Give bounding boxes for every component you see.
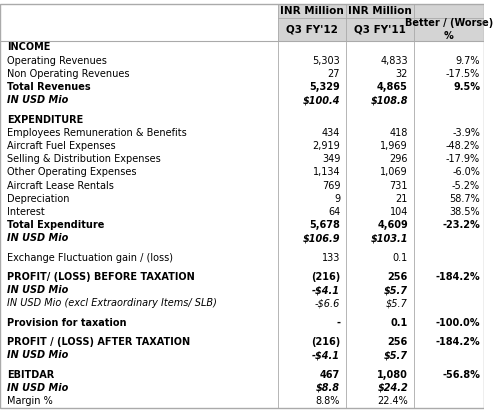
Text: IN USD Mio: IN USD Mio (8, 285, 68, 295)
Text: 4,609: 4,609 (377, 220, 408, 230)
Text: $103.1: $103.1 (370, 233, 408, 243)
Text: Selling & Distribution Expenses: Selling & Distribution Expenses (8, 154, 161, 164)
Text: -: - (336, 318, 340, 328)
Text: 22.4%: 22.4% (377, 396, 408, 406)
Text: Total Expenditure: Total Expenditure (8, 220, 104, 230)
Text: Provision for taxation: Provision for taxation (8, 318, 127, 328)
Text: -56.8%: -56.8% (442, 370, 480, 380)
Text: Depreciation: Depreciation (8, 194, 70, 204)
Text: IN USD Mio (excl Extraordinary Items/ SLB): IN USD Mio (excl Extraordinary Items/ SL… (8, 299, 217, 309)
Text: 9: 9 (334, 194, 340, 204)
Text: $5.7: $5.7 (384, 285, 408, 295)
Text: $24.2: $24.2 (377, 383, 408, 393)
Text: -6.0%: -6.0% (452, 167, 480, 177)
Text: (216): (216) (311, 337, 340, 347)
Text: Other Operating Expenses: Other Operating Expenses (8, 167, 137, 177)
Text: 8.8%: 8.8% (316, 396, 340, 406)
Text: 0.1: 0.1 (392, 253, 408, 263)
Text: -100.0%: -100.0% (436, 318, 480, 328)
Text: Q3 FY'12: Q3 FY'12 (286, 25, 338, 35)
Text: 5,303: 5,303 (312, 56, 340, 66)
Text: 104: 104 (390, 207, 408, 217)
Text: 769: 769 (322, 181, 340, 191)
Text: (216): (216) (311, 272, 340, 282)
Text: 27: 27 (328, 69, 340, 79)
Text: EBITDAR: EBITDAR (8, 370, 54, 380)
Text: -$4.1: -$4.1 (312, 285, 340, 295)
Text: INR Million: INR Million (348, 6, 412, 16)
Text: EXPENDITURE: EXPENDITURE (8, 114, 84, 124)
Text: 256: 256 (388, 272, 408, 282)
Text: -23.2%: -23.2% (442, 220, 480, 230)
Text: 5,329: 5,329 (310, 82, 340, 92)
Text: Aircraft Lease Rentals: Aircraft Lease Rentals (8, 181, 114, 191)
Text: Aircraft Fuel Expenses: Aircraft Fuel Expenses (8, 141, 116, 151)
Text: 5,678: 5,678 (310, 220, 340, 230)
Text: 9.5%: 9.5% (453, 82, 480, 92)
Text: 296: 296 (390, 154, 408, 164)
Text: 38.5%: 38.5% (450, 207, 480, 217)
Text: Operating Revenues: Operating Revenues (8, 56, 107, 66)
Text: Total Revenues: Total Revenues (8, 82, 91, 92)
Text: Exchange Fluctuation gain / (loss): Exchange Fluctuation gain / (loss) (8, 253, 173, 263)
Text: $108.8: $108.8 (370, 95, 408, 105)
Text: 256: 256 (388, 337, 408, 347)
Text: -17.5%: -17.5% (446, 69, 480, 79)
Text: $5.7: $5.7 (386, 299, 408, 309)
Text: Margin %: Margin % (8, 396, 53, 406)
Text: 1,069: 1,069 (380, 167, 408, 177)
Text: $5.7: $5.7 (384, 350, 408, 360)
Text: -17.9%: -17.9% (446, 154, 480, 164)
Text: Interest: Interest (8, 207, 45, 217)
Text: -48.2%: -48.2% (446, 141, 480, 151)
Text: 0.1: 0.1 (390, 318, 408, 328)
Text: 58.7%: 58.7% (450, 194, 480, 204)
Text: $100.4: $100.4 (302, 95, 340, 105)
Text: 133: 133 (322, 253, 340, 263)
Text: -184.2%: -184.2% (436, 272, 480, 282)
Text: $8.8: $8.8 (316, 383, 340, 393)
Text: 349: 349 (322, 154, 340, 164)
Text: 1,080: 1,080 (377, 370, 408, 380)
Text: -$4.1: -$4.1 (312, 350, 340, 360)
Text: 1,969: 1,969 (380, 141, 408, 151)
Text: 32: 32 (396, 69, 408, 79)
Text: INCOME: INCOME (8, 42, 50, 52)
Text: 731: 731 (390, 181, 408, 191)
Text: IN USD Mio: IN USD Mio (8, 95, 68, 105)
Text: 2,919: 2,919 (312, 141, 340, 151)
Text: -5.2%: -5.2% (452, 181, 480, 191)
Text: -$6.6: -$6.6 (315, 299, 340, 309)
Text: IN USD Mio: IN USD Mio (8, 233, 68, 243)
Text: 4,833: 4,833 (380, 56, 408, 66)
Text: $106.9: $106.9 (302, 233, 340, 243)
Text: Non Operating Revenues: Non Operating Revenues (8, 69, 130, 79)
Text: 9.7%: 9.7% (456, 56, 480, 66)
Text: -184.2%: -184.2% (436, 337, 480, 347)
Text: Better / (Worse)
%: Better / (Worse) % (405, 18, 493, 41)
Text: IN USD Mio: IN USD Mio (8, 383, 68, 393)
Text: PROFIT/ (LOSS) BEFORE TAXATION: PROFIT/ (LOSS) BEFORE TAXATION (8, 272, 195, 282)
Text: 434: 434 (322, 128, 340, 138)
Text: Employees Remuneration & Benefits: Employees Remuneration & Benefits (8, 128, 187, 138)
Text: 418: 418 (390, 128, 408, 138)
Text: PROFIT / (LOSS) AFTER TAXATION: PROFIT / (LOSS) AFTER TAXATION (8, 337, 190, 347)
Text: 21: 21 (396, 194, 408, 204)
Text: Q3 FY'11: Q3 FY'11 (354, 25, 406, 35)
Text: -3.9%: -3.9% (452, 128, 480, 138)
Text: 1,134: 1,134 (312, 167, 340, 177)
Text: 467: 467 (320, 370, 340, 380)
Text: INR Million: INR Million (280, 6, 344, 16)
Text: 4,865: 4,865 (377, 82, 408, 92)
Text: IN USD Mio: IN USD Mio (8, 350, 68, 360)
Text: 64: 64 (328, 207, 340, 217)
Bar (278, 4, 484, 41)
